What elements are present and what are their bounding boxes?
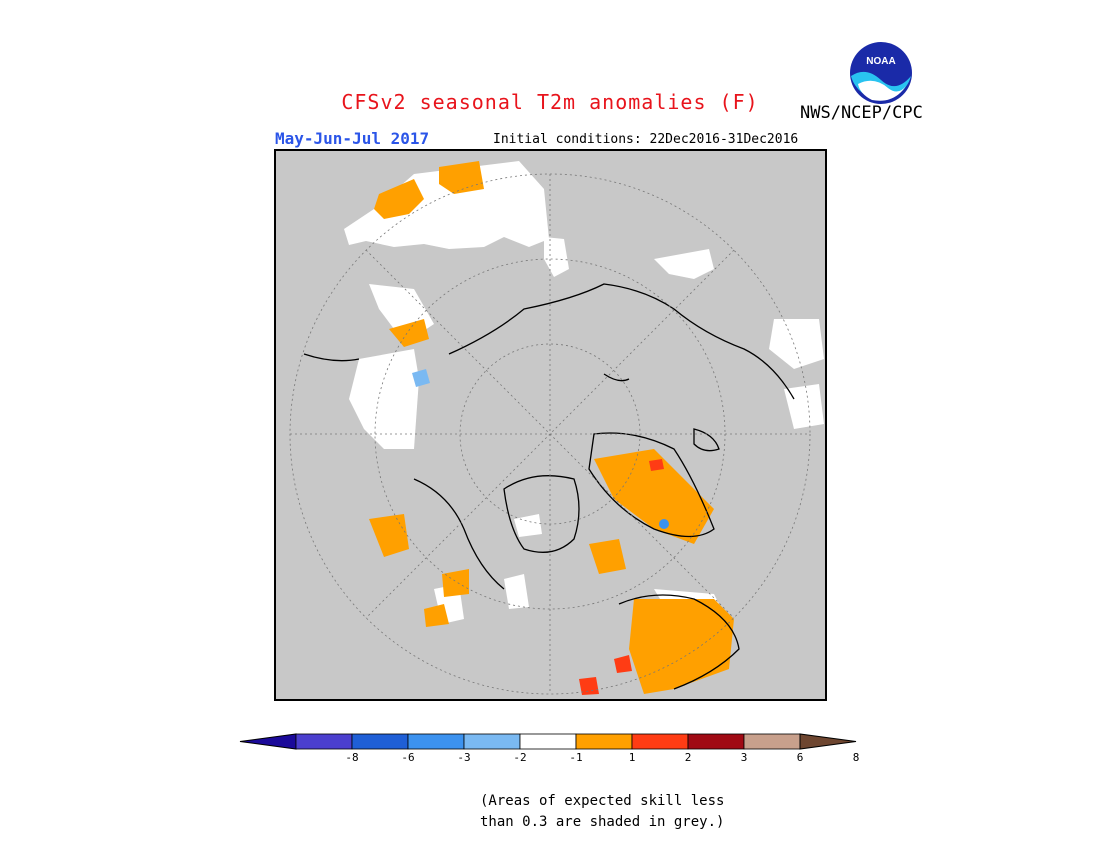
- colorbar-swatch: [351, 733, 409, 750]
- colorbar-swatch: [463, 733, 521, 750]
- colorbar-tick-label: 6: [797, 751, 804, 764]
- map-frame: [274, 149, 827, 701]
- noaa-logo-text: NOAA: [866, 56, 895, 67]
- colorbar-swatch: [519, 733, 577, 750]
- colorbar-arrow-high: [799, 733, 857, 750]
- colorbar-tick-label: -8: [345, 751, 358, 764]
- colorbar-tick-label: 8: [853, 751, 860, 764]
- colorbar-swatch: [743, 733, 801, 750]
- near-normal-regions: [344, 161, 824, 629]
- skill-note-line1: (Areas of expected skill less: [480, 793, 725, 809]
- colorbar-tick-label: -3: [457, 751, 470, 764]
- colorbar-swatch: [295, 733, 353, 750]
- warm-anomaly-regions: [369, 161, 734, 694]
- colorbar-arrow-low: [239, 733, 297, 750]
- cool-anomaly-regions: [412, 369, 669, 529]
- skill-note-line2: than 0.3 are shaded in grey.): [480, 814, 725, 830]
- colorbar-tick-label: 2: [685, 751, 692, 764]
- map-title: CFSv2 seasonal T2m anomalies (F): [341, 90, 759, 114]
- strong-warm-regions: [579, 459, 664, 695]
- coastlines: [303, 283, 795, 690]
- colorbar-tick-label: 3: [741, 751, 748, 764]
- polar-anomaly-map: [274, 149, 827, 701]
- colorbar-swatch: [575, 733, 633, 750]
- colorbar-tick-label: 1: [629, 751, 636, 764]
- colorbar-swatch: [687, 733, 745, 750]
- colorbar-tick-label: -2: [513, 751, 526, 764]
- colorbar-tick-label: -6: [401, 751, 414, 764]
- initial-conditions-label: Initial conditions: 22Dec2016-31Dec2016: [493, 132, 799, 147]
- colorbar-tick-label: -1: [569, 751, 582, 764]
- colorbar-swatch: [407, 733, 465, 750]
- skill-note: (Areas of expected skill less than 0.3 a…: [480, 791, 724, 833]
- agency-label: NWS/NCEP/CPC: [800, 103, 923, 123]
- season-label: May-Jun-Jul 2017: [275, 129, 430, 148]
- colorbar-swatch: [631, 733, 689, 750]
- graticule: [289, 173, 811, 695]
- colorbar: -8 -6 -3 -2 -1 1 2 3 6 8: [239, 733, 860, 764]
- noaa-logo: NOAA: [850, 42, 912, 104]
